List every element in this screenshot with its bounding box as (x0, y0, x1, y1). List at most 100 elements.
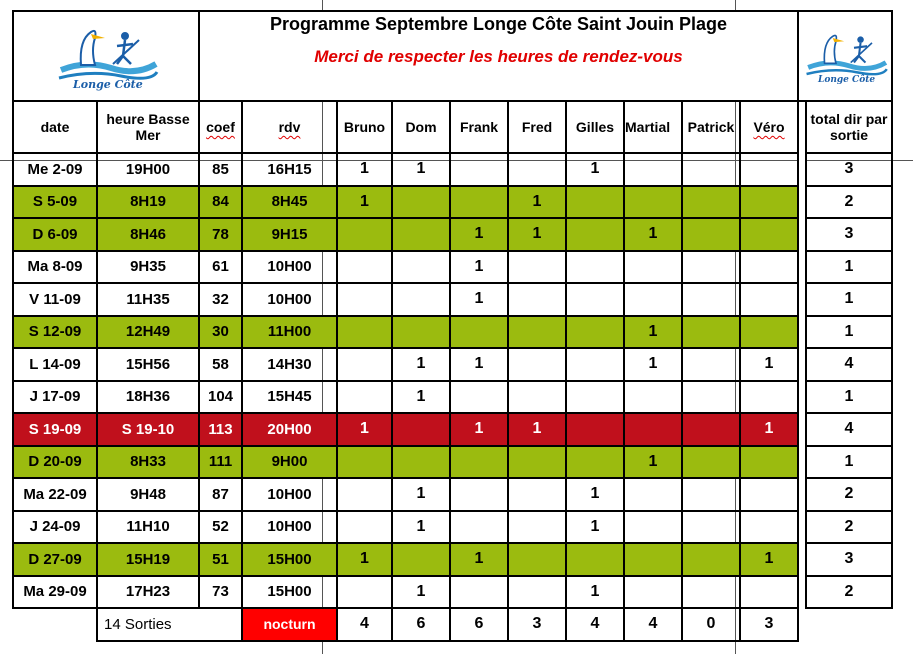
col-header-heure: heure Basse Mer (96, 100, 200, 154)
participation-cell: 1 (507, 184, 567, 219)
participation-cell (449, 444, 509, 479)
person-total-cell: 3 (507, 607, 567, 642)
coef-cell: 73 (198, 574, 243, 609)
participation-cell: 1 (623, 314, 683, 349)
logo-left: Longe Côte (12, 10, 200, 102)
table-row: Me 2-09 19H00 85 16H15 1 1 1 3 (12, 152, 893, 187)
gap-cell (798, 478, 806, 511)
person-total-cell: 3 (739, 607, 799, 642)
coef-cell: 84 (198, 184, 243, 219)
heure-cell: 11H10 (96, 509, 200, 544)
col-header-person: Fred (507, 100, 567, 154)
participation-cell (565, 542, 625, 577)
person-total-cell: 6 (449, 607, 509, 642)
participation-cell (565, 249, 625, 284)
participation-cell: 1 (623, 347, 683, 382)
total-cell: 3 (805, 152, 893, 187)
rdv-cell: 10H00 (241, 509, 338, 544)
participation-cell: 1 (391, 574, 451, 609)
total-cell: 2 (805, 574, 893, 609)
longe-cote-logo-icon: Longe Côte (806, 34, 888, 85)
participation-cell (391, 249, 451, 284)
table-row: Ma 22-09 9H48 87 10H00 1 1 2 (12, 477, 893, 512)
participation-cell: 1 (336, 412, 393, 447)
participation-cell (391, 184, 451, 219)
participation-cell (336, 347, 393, 382)
participation-cell (681, 444, 741, 479)
participation-cell (391, 282, 451, 317)
table-row: S 12-09 12H49 30 11H00 1 1 (12, 314, 893, 349)
table-row: D 20-09 8H33 111 9H00 1 1 (12, 444, 893, 479)
page-title: Programme Septembre Longe Côte Saint Jou… (269, 14, 728, 34)
gap-cell (798, 283, 806, 316)
rdv-cell: 8H45 (241, 184, 338, 219)
participation-cell (681, 509, 741, 544)
participation-cell (449, 509, 509, 544)
participation-cell: 1 (391, 509, 451, 544)
gap-cell (798, 101, 806, 153)
participation-cell: 1 (336, 542, 393, 577)
page-subtitle: Merci de respecter les heures de rendez-… (314, 47, 683, 66)
date-cell: D 20-09 (12, 444, 98, 479)
participation-cell: 1 (449, 542, 509, 577)
total-cell: 2 (805, 509, 893, 544)
person-total-cell: 4 (336, 607, 393, 642)
participation-cell (565, 282, 625, 317)
col-header-person: Patrick (681, 100, 741, 154)
col-header-coef: coef (198, 100, 243, 154)
gap-cell (798, 250, 806, 283)
coef-cell: 58 (198, 347, 243, 382)
logo-text: Longe Côte (817, 74, 875, 85)
col-header-person: Dom (391, 100, 451, 154)
coef-cell: 111 (198, 444, 243, 479)
participation-cell (565, 444, 625, 479)
participation-cell (565, 184, 625, 219)
participation-cell (507, 282, 567, 317)
total-cell: 1 (805, 379, 893, 414)
col-header-person: Frank (449, 100, 509, 154)
participation-cell: 1 (336, 184, 393, 219)
participation-cell: 1 (565, 509, 625, 544)
participation-cell (507, 477, 567, 512)
total-cell: 3 (805, 217, 893, 252)
date-cell: J 24-09 (12, 509, 98, 544)
participation-cell (565, 347, 625, 382)
rdv-cell: 15H00 (241, 574, 338, 609)
date-cell: V 11-09 (12, 282, 98, 317)
participation-cell: 1 (336, 152, 393, 187)
total-cell: 1 (805, 282, 893, 317)
rdv-cell: 10H00 (241, 249, 338, 284)
participation-cell (681, 574, 741, 609)
col-header-total: total dir par sortie (805, 100, 893, 154)
participation-cell (739, 249, 799, 284)
total-cell: 4 (805, 412, 893, 447)
participation-cell (391, 412, 451, 447)
participation-cell (681, 282, 741, 317)
participation-cell (739, 152, 799, 187)
participation-cell: 1 (391, 347, 451, 382)
rdv-cell: 9H00 (241, 444, 338, 479)
date-cell: Ma 29-09 (12, 574, 98, 609)
table-row: D 6-09 8H46 78 9H15 1 1 1 3 (12, 217, 893, 252)
table-row: S 5-09 8H19 84 8H45 1 1 2 (12, 184, 893, 219)
rdv-cell: 14H30 (241, 347, 338, 382)
participation-cell (739, 574, 799, 609)
participation-cell (565, 412, 625, 447)
participation-cell (623, 152, 683, 187)
participation-cell (681, 217, 741, 252)
participation-cell (623, 282, 683, 317)
total-cell: 1 (805, 314, 893, 349)
rdv-cell: 10H00 (241, 282, 338, 317)
participation-cell (336, 249, 393, 284)
coef-cell: 61 (198, 249, 243, 284)
participation-cell (507, 314, 567, 349)
participation-cell (507, 444, 567, 479)
participation-cell (739, 282, 799, 317)
gap-cell (798, 185, 806, 218)
total-cell: 1 (805, 444, 893, 479)
person-total-cell: 4 (565, 607, 625, 642)
participation-cell: 1 (449, 347, 509, 382)
date-cell: D 27-09 (12, 542, 98, 577)
heure-cell: 8H19 (96, 184, 200, 219)
participation-cell (623, 379, 683, 414)
